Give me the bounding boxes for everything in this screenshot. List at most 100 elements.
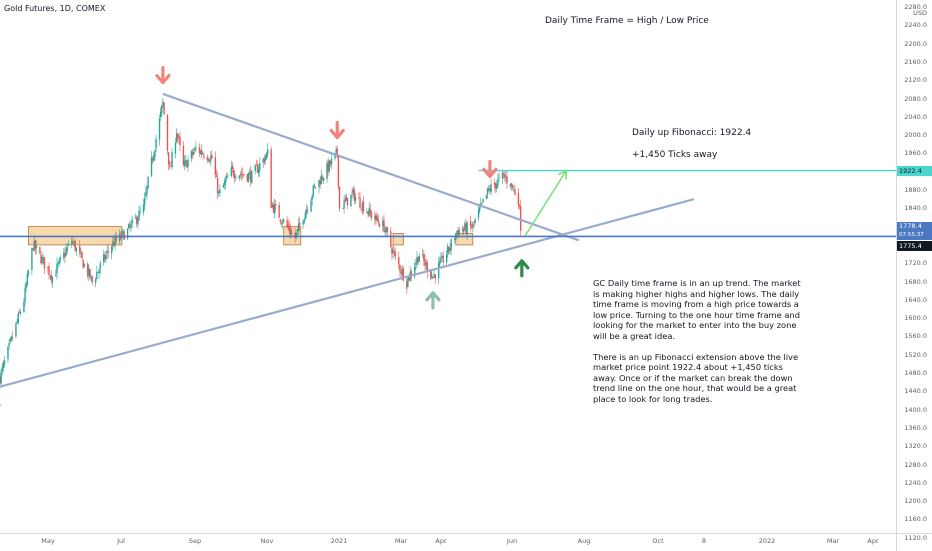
price-tick-label: 2160.0 [904,58,927,66]
candle-body [24,288,25,302]
candle-body [95,279,96,283]
candle-body [302,222,303,224]
candle-body [411,271,412,275]
candle [378,214,379,225]
time-tick-label: Apr [435,537,446,545]
price-tick-label: 1520.0 [904,351,927,359]
candle-body [20,312,21,313]
candle [20,310,21,316]
candle-body [138,211,139,220]
candle-body [211,155,212,158]
candle [44,257,45,274]
time-tick-label: Jun [507,537,517,545]
candle [147,176,148,189]
candle [470,216,471,232]
candle-body [338,154,339,186]
candle-body [283,220,284,222]
candle [274,199,275,219]
price-tick-label: 1600.0 [904,314,927,322]
down-arrow-icon [157,68,169,83]
price-tick-label: 2240.0 [904,21,927,29]
candle-body [131,219,132,223]
candle [338,154,339,190]
candle [504,170,505,181]
candle-body [390,231,391,246]
ticks-note: +1,450 Ticks away [632,150,717,160]
candle [403,266,404,282]
candle [502,170,503,184]
candle-body [314,186,315,187]
time-tick-label: 8 [702,537,706,545]
candle-body [27,274,28,285]
candle-body [225,180,226,183]
candle-body [144,198,145,205]
candle-body [323,178,324,181]
candle-body [313,185,314,195]
candle-body [504,175,505,178]
candle-body [472,224,473,228]
candle-body [31,248,32,270]
candle-body [435,275,436,279]
candle [395,248,396,260]
candle-body [81,252,82,259]
time-tick-label: Nov [261,537,274,545]
chart-title: Gold Futures, 1D, COMEX [4,4,105,13]
candle [251,170,252,184]
candle-body [331,159,332,164]
candle [127,228,128,240]
candle [270,146,271,208]
candle-body [96,272,97,279]
time-tick-label: Mar [827,537,839,545]
candle-body [282,223,283,224]
candle [315,187,316,189]
candle-body [154,150,155,157]
price-tick-label: 2280.0 [904,3,927,11]
candle [310,198,311,212]
price-chart[interactable] [0,0,896,533]
candle [231,161,232,178]
candle-body [419,256,420,262]
plot-area[interactable] [0,0,896,533]
candle [390,227,391,248]
candle [435,274,436,284]
price-tick-label: 2000.0 [904,131,927,139]
candle-body [355,197,356,201]
candle [506,170,507,189]
candle-body [291,232,292,234]
candle [207,154,208,163]
candle [242,167,243,179]
candle [474,217,475,225]
candle-body [248,174,249,182]
price-tag: 1922.4 [897,166,932,176]
candle-body [259,163,260,170]
candle-body [347,198,348,205]
candle-body [68,244,69,246]
candle-body [111,247,112,254]
price-tick-label: 1640.0 [904,296,927,304]
candle-body [171,152,172,167]
candle-body [18,313,19,322]
candle [360,209,361,213]
candle [187,156,188,172]
candle [339,186,340,212]
candle [163,102,164,115]
candle-body [48,266,49,275]
candle [211,150,212,159]
candle [347,198,348,209]
candle-body [227,176,228,177]
candle-body [470,221,471,226]
candle-body [143,205,144,213]
candle-body [458,230,459,235]
candle-body [217,178,218,194]
price-tick-label: 1280.0 [904,461,927,469]
analysis-paragraph-1: GC Daily time frame is in an up trend. T… [593,278,808,342]
candle [18,311,19,325]
candle-body [512,185,513,188]
candle [203,153,204,160]
candle [167,114,168,155]
candle-body [518,193,519,205]
time-tick-label: Sep [189,537,201,545]
candle [171,148,172,170]
